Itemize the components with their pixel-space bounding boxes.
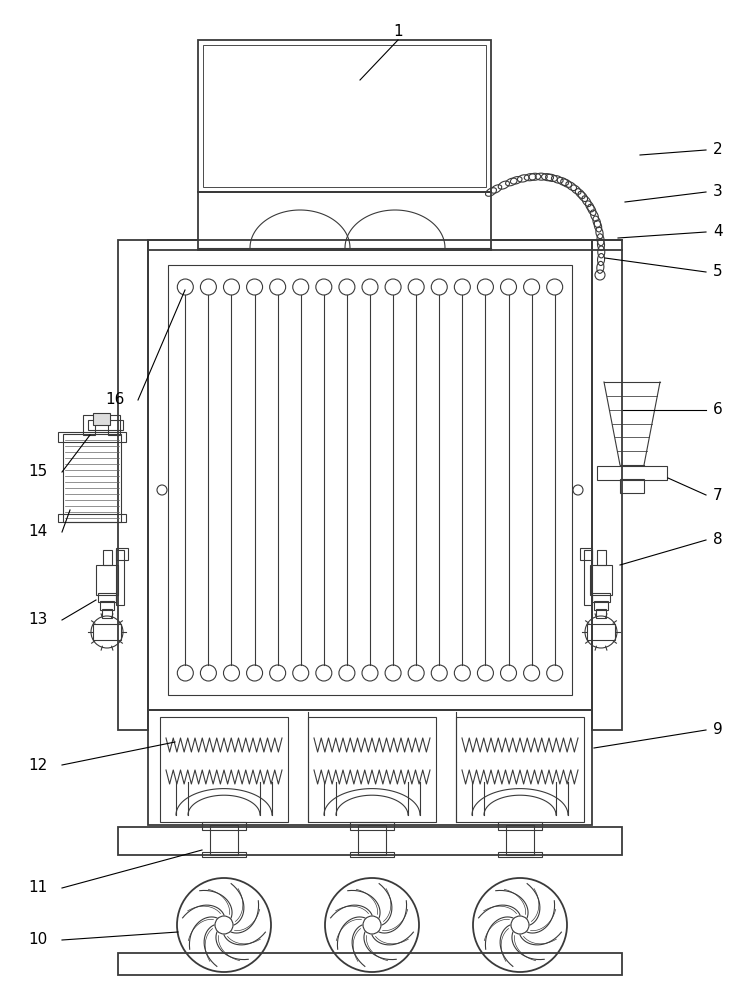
Text: 6: 6 [713,402,723,418]
Text: 14: 14 [28,524,48,540]
Bar [202,822,246,830]
Bar [103,550,112,565]
Bar [590,565,612,595]
Bar [597,550,606,565]
Bar [148,710,592,825]
Bar [102,609,112,618]
Bar [118,953,622,975]
Text: 11: 11 [28,880,48,896]
Bar [108,415,120,435]
Bar [58,514,126,522]
Text: 1: 1 [393,24,403,39]
Text: 4: 4 [713,225,723,239]
Bar [93,624,121,640]
Bar [506,825,534,855]
Bar [350,822,394,830]
Bar [93,413,110,425]
Text: 13: 13 [28,612,48,628]
Bar [498,852,542,857]
Bar [210,825,238,855]
Bar [98,593,116,602]
Text: 5: 5 [713,264,723,279]
Bar [100,601,114,610]
Bar [203,45,486,187]
Bar [202,852,246,857]
Bar [592,593,610,602]
Bar [160,717,288,822]
Bar [456,717,584,822]
Bar [118,240,148,730]
Bar [63,434,121,522]
Bar [96,565,118,595]
Text: 12: 12 [28,758,48,772]
Text: 10: 10 [28,932,48,948]
Text: 3: 3 [713,184,723,200]
Text: 8: 8 [713,532,723,548]
Bar [198,40,491,192]
Text: 15: 15 [28,464,48,480]
Bar [358,825,386,855]
Bar [116,548,128,560]
Bar [58,432,126,442]
Bar [83,415,95,435]
Bar [587,624,615,640]
Bar [597,466,667,480]
Bar [592,240,622,730]
Bar [584,550,592,605]
Bar [498,822,542,830]
Bar [118,827,622,855]
Text: 2: 2 [713,142,723,157]
Bar [580,548,592,560]
Text: 9: 9 [713,722,723,738]
Bar [116,550,124,605]
Text: 7: 7 [713,488,723,502]
Bar [308,717,436,822]
Bar [596,609,606,618]
Bar [620,479,644,493]
Text: 16: 16 [106,392,125,408]
Bar [198,192,491,250]
Bar [594,601,608,610]
Bar [88,420,123,430]
Bar [350,852,394,857]
Bar [148,240,592,710]
Bar [168,265,572,695]
